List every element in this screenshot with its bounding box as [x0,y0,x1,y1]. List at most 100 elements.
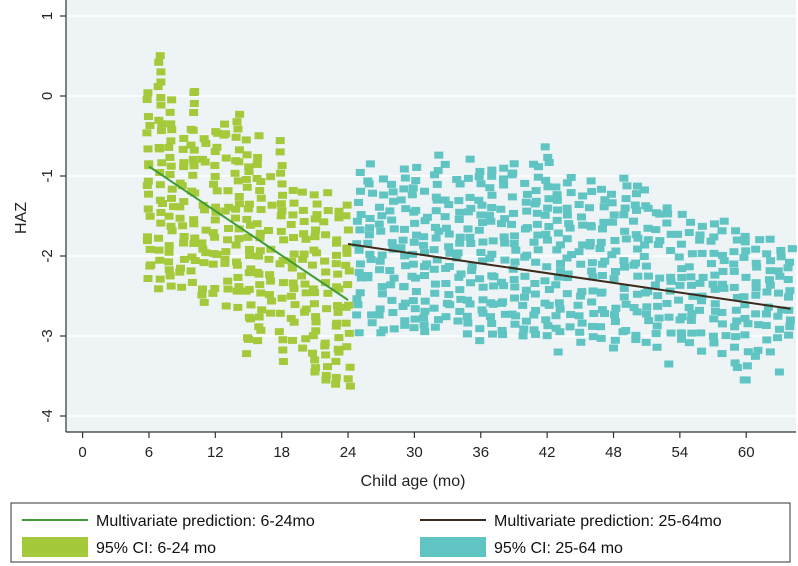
scatter-point [529,311,539,319]
scatter-point [498,175,508,183]
scatter-point [717,350,727,358]
scatter-point [587,259,597,267]
scatter-point [333,270,343,278]
scatter-point [755,236,765,244]
scatter-point [521,286,531,294]
scatter-point [577,319,587,327]
scatter-point [440,196,450,204]
scatter-point [210,233,220,241]
scatter-point [544,223,554,231]
scatter-point [278,358,288,366]
scatter-point [500,256,510,264]
scatter-point [321,376,331,384]
scatter-point [555,241,565,249]
scatter-point [179,159,189,167]
scatter-point [412,231,422,239]
scatter-point [730,323,740,331]
scatter-point [208,260,218,268]
scatter-point [552,196,562,204]
scatter-point [554,299,564,307]
scatter-point [522,190,532,198]
scatter-point [175,203,185,211]
scatter-point [241,175,251,183]
scatter-point [201,139,211,147]
scatter-point [143,113,153,121]
scatter-point [408,297,418,305]
scatter-point [611,247,621,255]
scatter-point [156,101,166,109]
scatter-point [544,158,554,166]
scatter-point [154,285,164,293]
scatter-point [410,219,420,227]
scatter-point [475,275,485,283]
scatter-point [719,217,729,225]
scatter-point [146,261,156,269]
scatter-point [476,248,486,256]
scatter-point [420,297,430,305]
scatter-point [197,239,207,247]
scatter-point [695,279,705,287]
scatter-point [341,212,351,220]
scatter-point [584,204,594,212]
legend-teal-box-swatch [420,537,486,557]
x-tick-label: 24 [340,444,357,461]
scatter-point [444,291,454,299]
scatter-point [220,259,230,267]
scatter-point [440,160,450,168]
scatter-point [420,187,430,195]
scatter-point [465,300,475,308]
scatter-point [762,336,772,344]
scatter-point [695,231,705,239]
scatter-point [166,194,176,202]
scatter-point [452,254,462,262]
scatter-point [666,273,676,281]
scatter-point [732,364,742,372]
scatter-point [751,310,761,318]
scatter-point [485,184,495,192]
scatter-point [708,280,718,288]
scatter-point [597,288,607,296]
scatter-point [242,183,252,191]
scatter-point [587,298,597,306]
scatter-point [378,326,388,334]
scatter-point [254,313,264,321]
scatter-point [773,334,783,342]
scatter-point [344,267,354,275]
scatter-point [154,246,164,254]
scatter-point [310,215,320,223]
scatter-point [452,175,462,183]
scatter-point [552,216,562,224]
scatter-point [310,368,320,376]
scatter-point [540,211,550,219]
scatter-point [356,274,366,282]
scatter-point [374,220,384,228]
scatter-point [232,258,242,266]
scatter-point [220,120,230,128]
scatter-point [478,296,488,304]
scatter-point [676,329,686,337]
scatter-point [619,174,629,182]
scatter-point [566,189,576,197]
scatter-point [143,89,153,97]
scatter-point [551,312,561,320]
x-tick-label: 18 [273,444,290,461]
scatter-point [234,193,244,201]
scatter-point [345,363,355,371]
scatter-point [209,180,219,188]
scatter-point [301,335,311,343]
scatter-point [741,247,751,255]
scatter-point [644,317,654,325]
scatter-point [343,375,353,383]
scatter-point [666,247,676,255]
scatter-point [611,268,621,276]
scatter-point [278,336,288,344]
scatter-point [555,267,565,275]
scatter-point [455,307,465,315]
scatter-point [620,227,630,235]
scatter-point [319,218,329,226]
scatter-point [530,290,540,298]
scatter-point [474,173,484,181]
scatter-point [600,310,610,318]
scatter-point [531,197,541,205]
scatter-point [334,334,344,342]
